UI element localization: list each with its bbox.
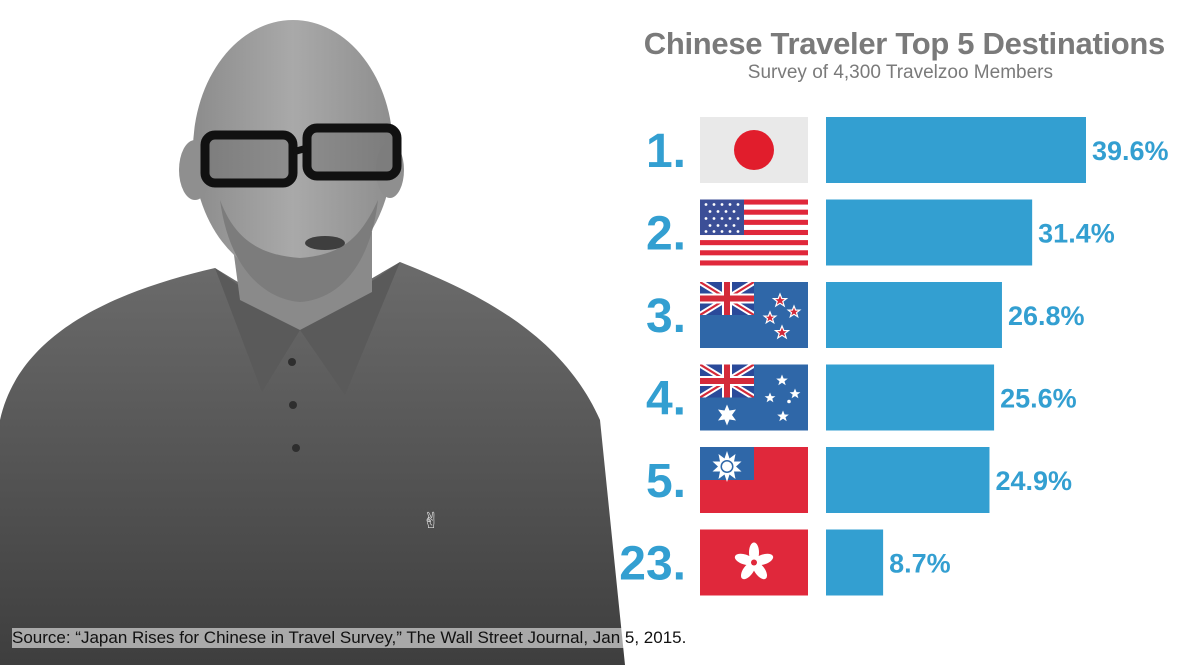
chart-row: 5. 24.9%	[646, 447, 1072, 513]
value-label: 39.6%	[1092, 136, 1169, 166]
value-label: 8.7%	[889, 549, 951, 579]
taiwan-flag-icon	[700, 447, 808, 513]
new-zealand-flag-icon	[700, 282, 808, 348]
chart-row: 4. 25.6%	[646, 364, 1077, 431]
rank-label: 5.	[646, 455, 686, 508]
chart-subtitle: Survey of 4,300 Travelzoo Members	[747, 62, 1053, 83]
bar	[826, 199, 1033, 266]
bar	[826, 447, 990, 513]
value-label: 26.8%	[1008, 301, 1085, 331]
rank-label: 3.	[646, 290, 686, 343]
bar	[826, 282, 1002, 348]
rank-label: 23.	[619, 538, 686, 591]
rank-label: 4.	[646, 373, 686, 426]
chart-title: Chinese Traveler Top 5 Destinations	[643, 26, 1166, 61]
rank-label: 1.	[646, 125, 686, 178]
value-label: 25.6%	[1000, 384, 1077, 414]
chart-row: 1. 39.6%	[646, 117, 1169, 183]
value-label: 24.9%	[995, 466, 1072, 496]
australia-flag-icon	[700, 365, 808, 431]
japan-flag-icon	[700, 117, 808, 183]
rank-label: 2.	[646, 208, 686, 261]
chart-row: 3. 26.8%	[646, 282, 1085, 348]
hong-kong-flag-icon	[700, 529, 808, 596]
source-citation: Source: “Japan Rises for Chinese in Trav…	[12, 628, 687, 648]
svg-text:✌: ✌	[422, 509, 440, 534]
value-label: 31.4%	[1038, 219, 1115, 249]
chart-area: 1. 39.6% 2. 31.4% 3. 26.8% 4. 25.6% 5. 24.9% 23. 8.…	[619, 117, 1169, 596]
chart-row: 23. 8.7%	[619, 529, 951, 596]
usa-flag-icon	[700, 199, 808, 266]
bar	[826, 529, 884, 596]
chart-row: 2. 31.4%	[646, 199, 1115, 266]
bar	[826, 117, 1086, 183]
bar	[826, 364, 995, 431]
presenter-photo: ✌	[0, 20, 625, 665]
